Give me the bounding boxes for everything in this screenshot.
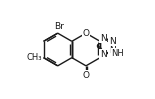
Text: N: N	[100, 50, 106, 59]
Text: N: N	[100, 34, 106, 43]
Text: N: N	[109, 47, 116, 55]
Text: NH: NH	[111, 49, 124, 58]
Text: CH₃: CH₃	[26, 53, 42, 62]
Text: Br: Br	[54, 22, 64, 31]
Text: N: N	[109, 37, 116, 46]
Text: O: O	[82, 71, 89, 79]
Text: O: O	[82, 29, 89, 38]
